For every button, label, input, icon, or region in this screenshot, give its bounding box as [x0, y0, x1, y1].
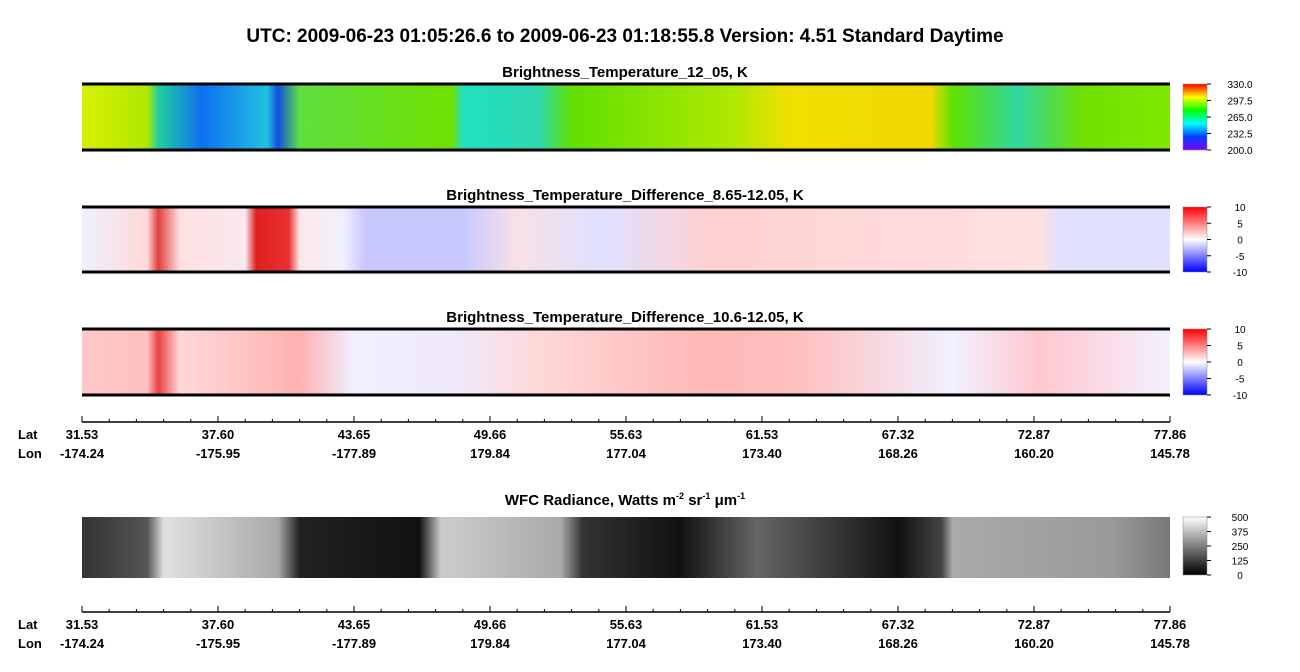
- lon-tick-label: 168.26: [878, 636, 918, 651]
- colorbar-label: 500: [1232, 513, 1249, 524]
- lon-tick-label: 179.84: [470, 636, 511, 651]
- lon-tick-label: -177.89: [332, 636, 376, 651]
- wfc-title: WFC Radiance, Watts m-2 sr-1 μm-1: [505, 491, 745, 509]
- colorbar-label: 297.5: [1227, 97, 1252, 108]
- colorbar-label: 0: [1237, 236, 1243, 247]
- colorbar-label: 0: [1237, 358, 1243, 369]
- colorbar-label: 375: [1232, 528, 1249, 539]
- panel-image: [82, 207, 1170, 272]
- lon-tick-label: -174.24: [60, 446, 105, 461]
- title-part: -2: [676, 491, 684, 501]
- lon-tick-label: -175.95: [196, 636, 240, 651]
- panel-title: Brightness_Temperature_Difference_8.65-1…: [446, 187, 804, 204]
- colorbar-label: 0: [1237, 571, 1243, 582]
- lon-tick-label: 145.78: [1150, 636, 1190, 651]
- colorbar-label: 232.5: [1227, 130, 1252, 141]
- colorbar-label: 200.0: [1227, 146, 1252, 157]
- lat-tick-label: 43.65: [338, 427, 371, 442]
- lon-tick-label: -174.24: [60, 636, 105, 651]
- lat-label: Lat: [18, 617, 38, 632]
- lat-tick-label: 49.66: [474, 427, 507, 442]
- colorbar-label: -5: [1236, 375, 1245, 386]
- lon-label: Lon: [18, 446, 42, 461]
- lon-tick-label: 168.26: [878, 446, 918, 461]
- title-part: WFC Radiance, Watts m: [505, 492, 676, 509]
- title-part: -1: [702, 491, 710, 501]
- lat-label: Lat: [18, 427, 38, 442]
- lon-tick-label: 179.84: [470, 446, 511, 461]
- lon-tick-label: -175.95: [196, 446, 240, 461]
- colorbar-label: -5: [1236, 252, 1245, 263]
- wfc-image: [82, 517, 1170, 578]
- lon-tick-label: 173.40: [742, 636, 782, 651]
- lat-tick-label: 61.53: [746, 617, 779, 632]
- lat-tick-label: 37.60: [202, 617, 235, 632]
- colorbar: [1182, 516, 1208, 576]
- colorbar-label: 10: [1234, 325, 1246, 336]
- lat-tick-label: 72.87: [1018, 427, 1051, 442]
- title-part: sr: [684, 492, 703, 509]
- lon-tick-label: 160.20: [1014, 636, 1054, 651]
- lat-tick-label: 61.53: [746, 427, 779, 442]
- panel-image: [82, 329, 1170, 395]
- colorbar-label: 5: [1237, 342, 1243, 353]
- lon-tick-label: 177.04: [606, 446, 647, 461]
- lat-tick-label: 77.86: [1154, 617, 1187, 632]
- colorbar-label: 265.0: [1227, 113, 1252, 124]
- colorbar: [1182, 328, 1208, 396]
- lon-tick-label: 145.78: [1150, 446, 1190, 461]
- lon-label: Lon: [18, 636, 42, 651]
- lat-tick-label: 55.63: [610, 427, 643, 442]
- colorbar-label: -10: [1233, 391, 1248, 402]
- panel-title: Brightness_Temperature_Difference_10.6-1…: [446, 309, 804, 326]
- colorbar-label: 10: [1234, 203, 1246, 214]
- lat-tick-label: 37.60: [202, 427, 235, 442]
- lat-tick-label: 67.32: [882, 617, 915, 632]
- panel-image: [82, 84, 1170, 150]
- lon-tick-label: 173.40: [742, 446, 782, 461]
- lon-tick-label: 160.20: [1014, 446, 1054, 461]
- colorbar: [1182, 206, 1208, 273]
- colorbar-label: 125: [1232, 557, 1249, 568]
- panel-title: Brightness_Temperature_12_05, K: [502, 64, 748, 81]
- lat-tick-label: 43.65: [338, 617, 371, 632]
- colorbar-label: -10: [1233, 268, 1248, 279]
- title-part: μm: [710, 492, 737, 509]
- lat-tick-label: 49.66: [474, 617, 507, 632]
- lat-tick-label: 67.32: [882, 427, 915, 442]
- lon-tick-label: -177.89: [332, 446, 376, 461]
- title: UTC: 2009-06-23 01:05:26.6 to 2009-06-23…: [246, 26, 1003, 47]
- lat-tick-label: 72.87: [1018, 617, 1051, 632]
- lat-tick-label: 31.53: [66, 617, 99, 632]
- lat-tick-label: 31.53: [66, 427, 99, 442]
- colorbar-label: 250: [1232, 542, 1249, 553]
- lat-tick-label: 77.86: [1154, 427, 1187, 442]
- colorbar: [1182, 83, 1208, 151]
- lon-tick-label: 177.04: [606, 636, 647, 651]
- title-part: -1: [737, 491, 745, 501]
- colorbar-label: 5: [1237, 219, 1243, 230]
- lat-tick-label: 55.63: [610, 617, 643, 632]
- colorbar-label: 330.0: [1227, 80, 1252, 91]
